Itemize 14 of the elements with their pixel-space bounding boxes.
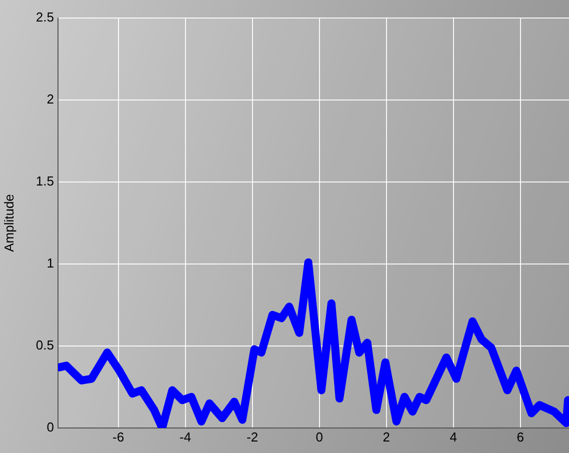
- y-tick-label: 2: [46, 92, 54, 107]
- y-tick-label: 1.5: [36, 174, 54, 189]
- x-tick-label: 6: [516, 429, 524, 444]
- y-tick-label: 0: [46, 420, 54, 435]
- y-tick-label: 2.5: [36, 10, 54, 25]
- x-tick-label: -4: [180, 429, 192, 444]
- x-tick-label: 2: [382, 429, 390, 444]
- x-tick-label: 0: [316, 429, 323, 444]
- y-tick-label: 1: [46, 256, 54, 271]
- x-tick-label: -6: [112, 429, 124, 444]
- y-axis-title: Amplitude: [1, 194, 16, 252]
- x-tick-label: -2: [246, 429, 258, 444]
- y-tick-label: 0.5: [36, 338, 54, 353]
- x-tick-label: 4: [450, 429, 458, 444]
